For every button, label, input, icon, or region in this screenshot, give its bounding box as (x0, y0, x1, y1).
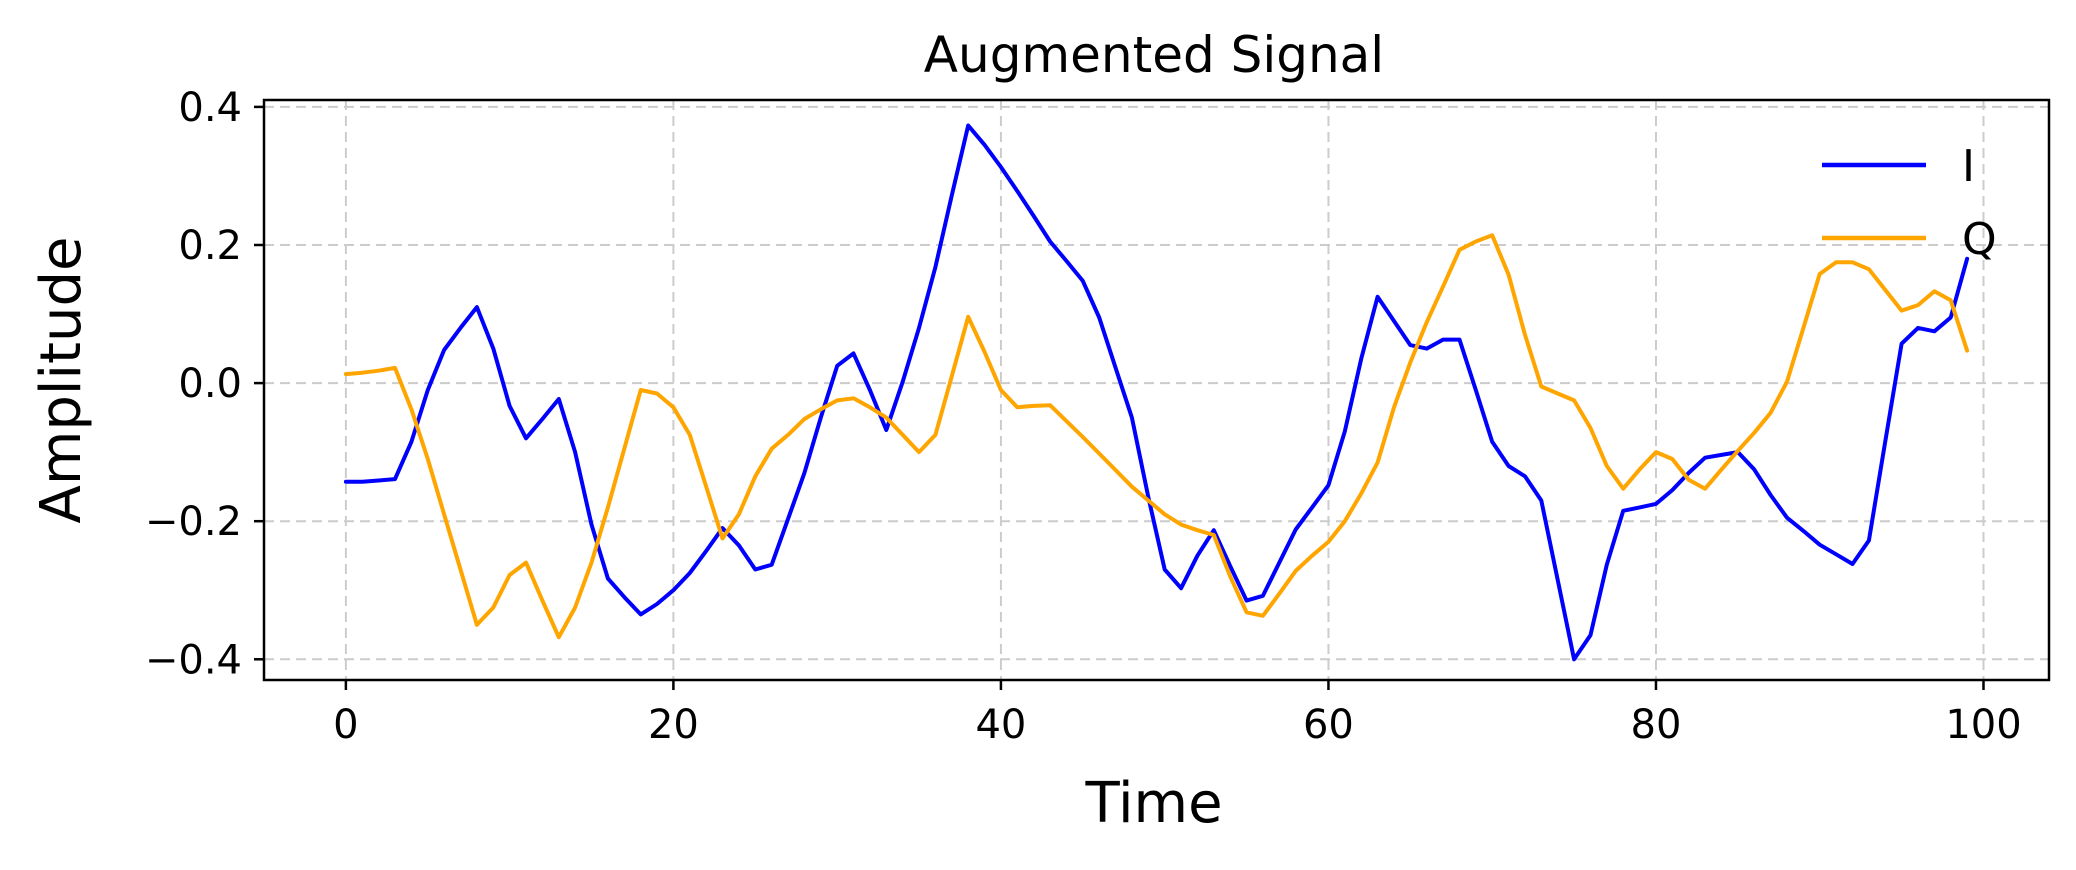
plot-frame (262, 98, 2051, 682)
series-lines (343, 123, 1970, 662)
series-line-q (343, 233, 1970, 640)
grid (264, 100, 2049, 680)
legend-label-q: Q (1962, 214, 1997, 265)
x-axis-label: Time (1084, 771, 1222, 836)
x-axis-ticks: 0 20 40 60 80 100 (333, 680, 2022, 748)
x-tick-label: 60 (1303, 702, 1354, 748)
chart-title: Augmented Signal (924, 26, 1384, 84)
x-tick-label: 40 (975, 702, 1026, 748)
y-tick-label: −0.2 (145, 499, 242, 545)
y-axis-label: Amplitude (29, 237, 94, 524)
x-tick-label: 20 (648, 702, 699, 748)
x-tick-label: 0 (333, 702, 358, 748)
y-tick-label: −0.4 (145, 637, 242, 683)
legend-label-i: I (1962, 141, 1975, 192)
y-tick-label: 0.4 (178, 85, 242, 131)
y-axis-ticks: 0.4 0.2 0.0 −0.2 −0.4 (145, 85, 264, 683)
y-tick-label: 0.0 (178, 361, 242, 407)
x-tick-label: 100 (1945, 702, 2021, 748)
x-tick-label: 80 (1631, 702, 1682, 748)
series-line-i (343, 123, 1970, 662)
legend: I Q (1822, 141, 1997, 265)
y-tick-label: 0.2 (178, 223, 242, 269)
